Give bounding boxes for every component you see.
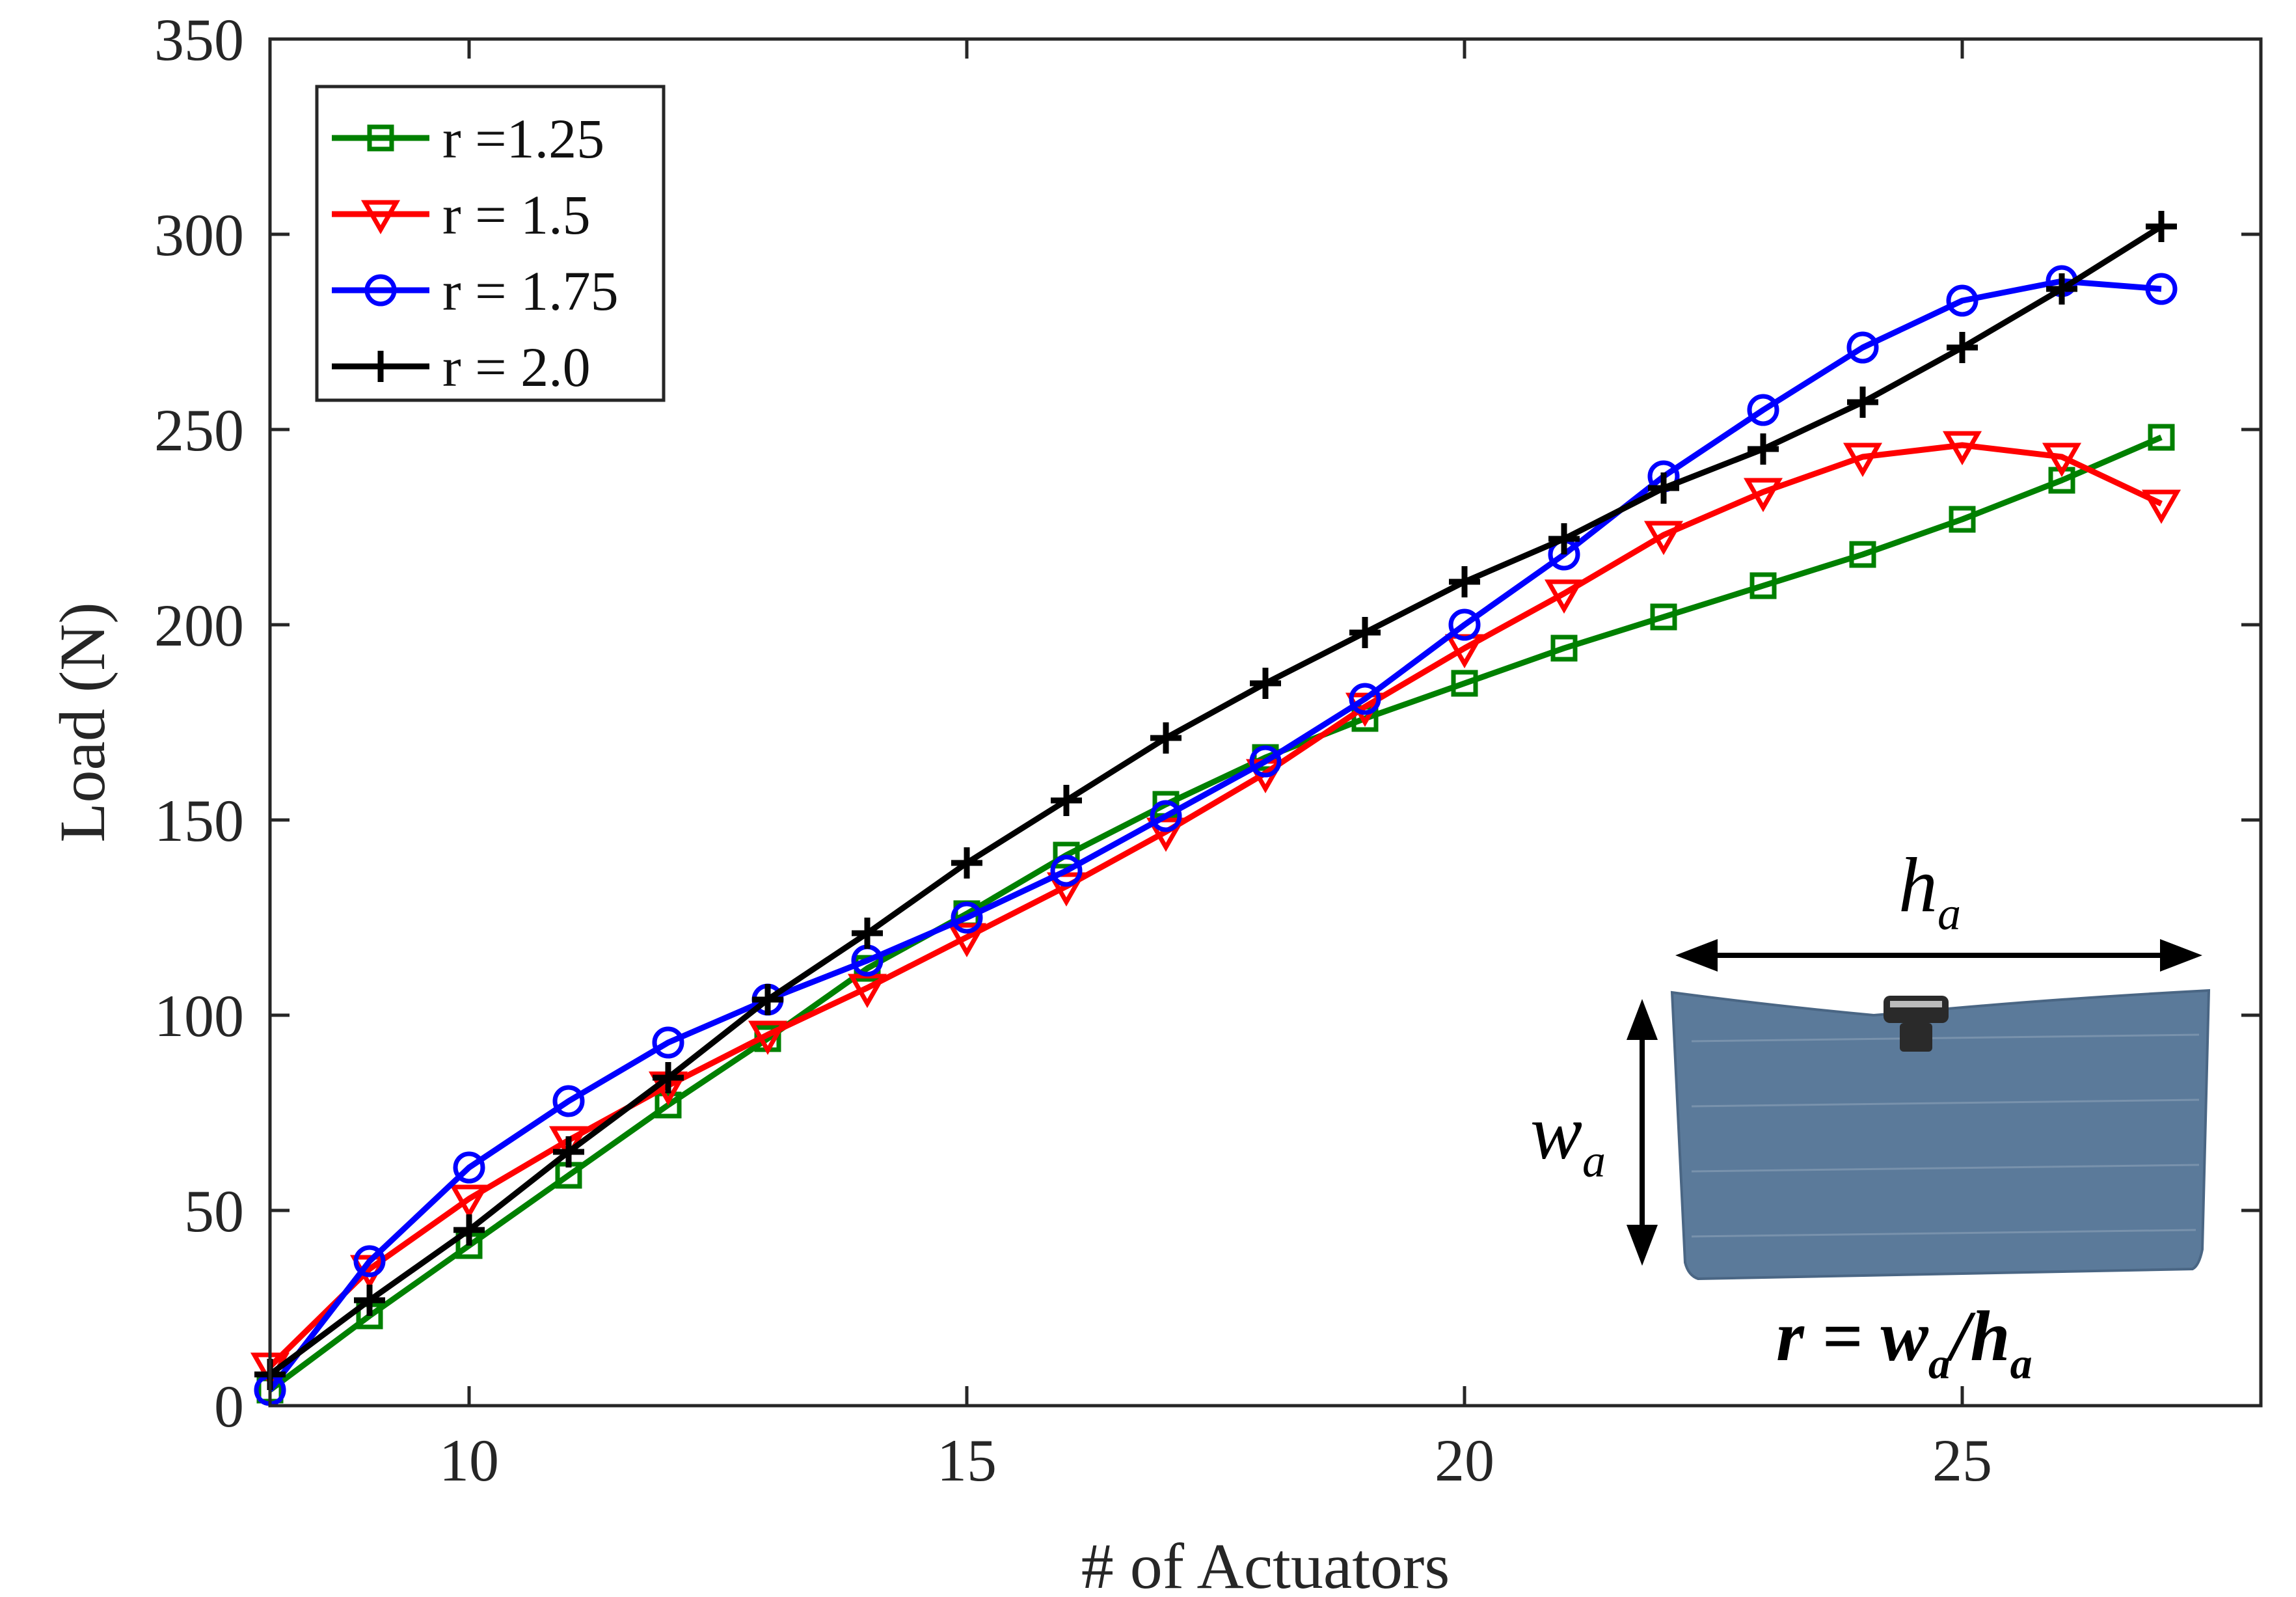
data-point [1643, 521, 1684, 556]
legend-entry: r = 1.75 [332, 260, 619, 322]
data-point [1748, 433, 1779, 465]
data-point [1747, 394, 1779, 426]
data-point [1150, 722, 1182, 754]
y-tick-label: 50 [184, 1178, 244, 1244]
data-point [652, 1026, 684, 1059]
data-point [1448, 608, 1481, 641]
data-point [1847, 387, 1878, 418]
y-axis-label: Load (N) [46, 602, 118, 842]
data-point [1749, 572, 1777, 599]
legend-marker [367, 124, 394, 152]
x-tick-label: 20 [1435, 1427, 1494, 1494]
data-point [1949, 506, 1976, 533]
data-point [453, 1151, 485, 1184]
data-point [951, 901, 983, 934]
data-point [2145, 273, 2178, 305]
data-point [1046, 872, 1087, 907]
actuator-panel [1670, 989, 2211, 1281]
legend: r =1.25 r = 1.5 r = 1.75 r = 2.0 [315, 85, 666, 402]
data-point [1947, 332, 1978, 363]
legend-label: r = 2.0 [442, 336, 591, 398]
data-point [1843, 443, 1883, 478]
x-tick-label: 15 [937, 1427, 997, 1494]
y-tick-label: 100 [154, 983, 244, 1049]
series-line [268, 224, 2163, 1377]
y-tick-label: 350 [154, 7, 244, 73]
legend-marker [360, 200, 401, 235]
data-point [1548, 523, 1580, 554]
data-point [1050, 854, 1083, 887]
data-point [2141, 489, 2181, 525]
x-tick-label: 25 [1932, 1427, 1992, 1494]
legend-entry: r =1.25 [332, 107, 604, 170]
legend-marker [365, 351, 396, 382]
data-point [1249, 745, 1282, 778]
data-point [1550, 635, 1578, 662]
data-point [655, 1091, 682, 1119]
y-tick-label: 200 [154, 592, 244, 659]
data-point [1451, 670, 1478, 697]
series-layer [250, 211, 2181, 1406]
data-point [1942, 431, 1982, 466]
w-label: wa [1530, 1089, 1606, 1187]
actuator-texture [1691, 1033, 2200, 1238]
data-point [752, 984, 783, 1015]
h-label: ha [1898, 841, 1961, 940]
data-point [2042, 443, 2082, 478]
data-point [2146, 211, 2177, 242]
legend-entry: r = 2.0 [332, 336, 591, 398]
data-point [548, 1126, 589, 1161]
data-point [553, 1136, 584, 1167]
actuator-inset: ha wa r = wa/ha [1530, 841, 2211, 1388]
legend-label: r =1.25 [442, 107, 604, 170]
data-point [852, 918, 883, 949]
x-axis-label: # of Actuators [1081, 1530, 1450, 1597]
legend-entry: r = 1.5 [332, 184, 591, 246]
data-point [947, 923, 987, 958]
data-point [951, 847, 982, 879]
data-point [748, 1020, 788, 1056]
data-point [1051, 785, 1082, 816]
ratio-equation: r = wa/ha [1776, 1296, 2033, 1388]
data-point [1150, 800, 1182, 832]
y-tick-label: 150 [154, 787, 244, 854]
data-point [1250, 668, 1281, 699]
data-point [2046, 273, 2077, 305]
legend-label: r = 1.75 [442, 260, 619, 322]
h-dimension-arrow [1675, 939, 2202, 972]
w-dimension-arrow [1627, 999, 1658, 1266]
data-point [1146, 817, 1186, 853]
data-point [1650, 603, 1677, 631]
data-point [1946, 284, 1979, 317]
data-point [449, 1184, 489, 1220]
data-point [552, 1085, 585, 1117]
legend-entries: r =1.25 r = 1.5 r = 1.75 r = 2.0 [332, 107, 619, 398]
data-point [1349, 617, 1381, 648]
y-tick-label: 300 [154, 202, 244, 268]
data-point [1846, 331, 1879, 364]
data-point [353, 1245, 386, 1277]
legend-label: r = 1.5 [442, 184, 591, 246]
data-point [1349, 683, 1381, 715]
data-point [1743, 478, 1783, 513]
data-point [1053, 841, 1080, 869]
data-point [2148, 424, 2175, 451]
y-tick-label: 0 [214, 1373, 244, 1440]
legend-marker [364, 274, 397, 307]
data-point [653, 1062, 684, 1093]
data-point [1544, 579, 1584, 614]
valve-fitting-icon [1884, 996, 1949, 1052]
data-point [453, 1214, 485, 1246]
series-line [268, 434, 2163, 1393]
data-point [1648, 472, 1679, 504]
data-point [354, 1285, 385, 1316]
series-line [267, 278, 2162, 1392]
data-point [1849, 541, 1876, 568]
y-tick-label: 250 [154, 397, 244, 463]
x-tick-label: 10 [439, 1427, 499, 1494]
data-point [1449, 566, 1480, 597]
plot-frame [268, 37, 2263, 1408]
